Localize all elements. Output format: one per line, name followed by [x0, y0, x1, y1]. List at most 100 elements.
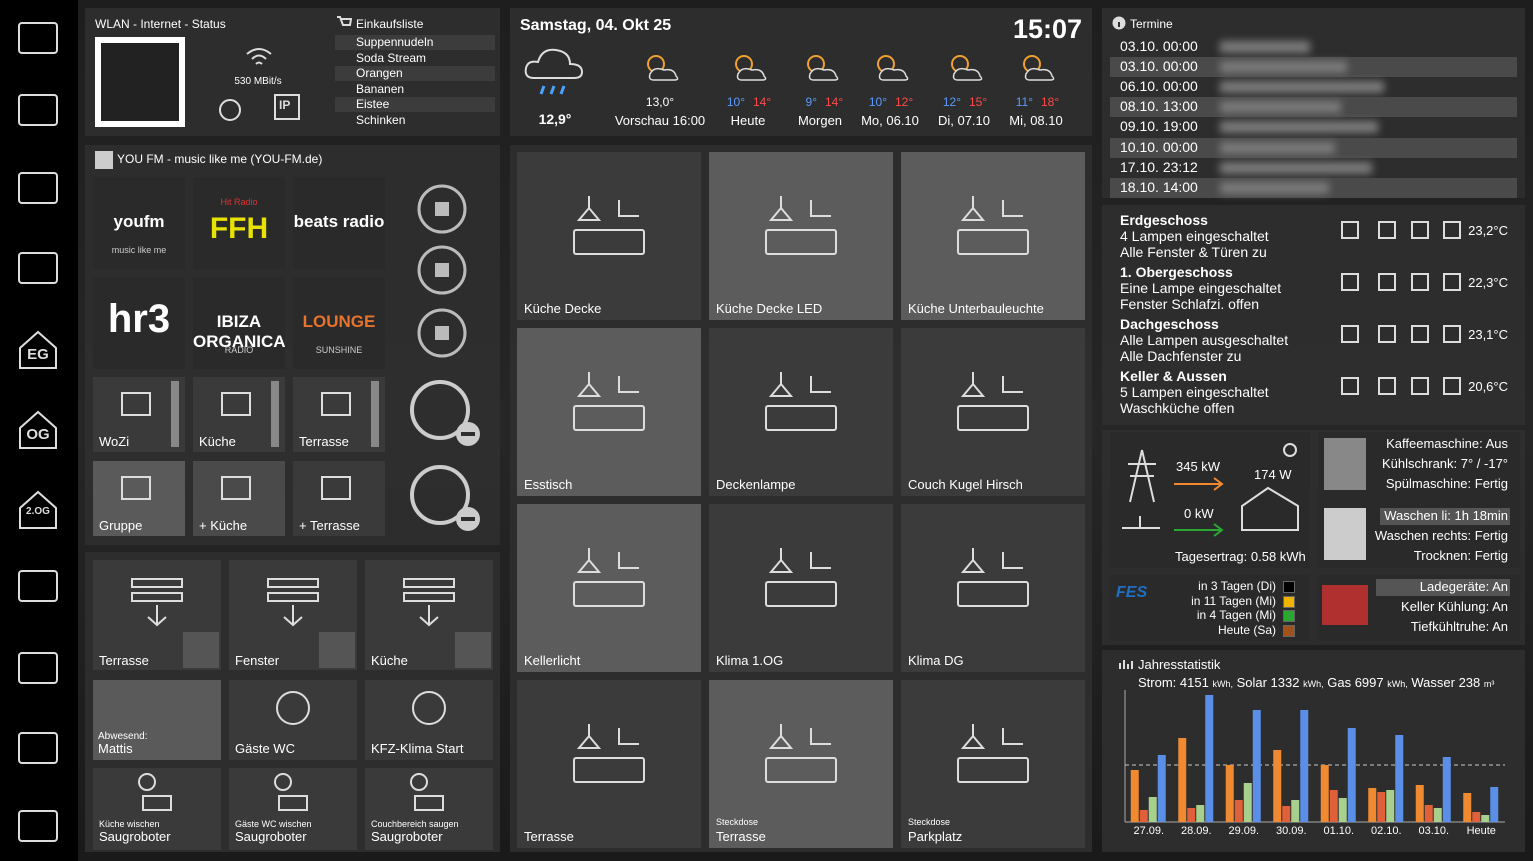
station-tile[interactable] [193, 277, 285, 369]
station-tile[interactable] [293, 177, 385, 269]
tile-label: Gäste WC [235, 741, 295, 756]
light-tile[interactable] [709, 680, 893, 848]
floor-link: 2.OG [26, 506, 50, 517]
temp-low: 9° [805, 95, 817, 109]
floor-icon [19, 330, 57, 369]
chart-panel [1102, 650, 1525, 852]
forecast-day: Mi, 08.10 [1009, 113, 1063, 128]
charger-status: Ladegeräte: An [1419, 579, 1508, 594]
list-stripe [335, 66, 495, 82]
waste-date: in 3 Tagen (Di) [1198, 579, 1276, 593]
coffee-image [1324, 438, 1366, 490]
light-tile[interactable] [901, 680, 1085, 848]
tile-icon [573, 724, 645, 783]
charger-status: Keller Kühlung: An [1401, 599, 1508, 614]
floor-status: Waschküche offen [1120, 400, 1235, 416]
status-icon [1341, 221, 1359, 239]
station-tile[interactable] [93, 277, 185, 369]
light-tile[interactable] [517, 680, 701, 848]
chart-icon [1119, 660, 1133, 669]
weather-icon [877, 55, 909, 81]
floor-status: Alle Fenster & Türen zu [1120, 244, 1267, 260]
calendar-date: 03.10. 00:00 [1120, 58, 1198, 75]
bar [1368, 788, 1377, 822]
tile-icon [765, 724, 837, 783]
date: Samstag, 04. Okt 25 [520, 17, 672, 34]
clock: 15:07 [1012, 14, 1082, 44]
bin-color [1283, 595, 1295, 608]
bar [1130, 770, 1139, 822]
station-tile[interactable] [293, 277, 385, 369]
presence-tile[interactable] [93, 680, 221, 760]
bar [1395, 735, 1404, 822]
waste-date: Heute (Sa) [1217, 622, 1276, 637]
light-tile[interactable] [517, 504, 701, 672]
tile-label: KFZ-Klima Start [371, 741, 464, 756]
player-button [417, 308, 467, 358]
calendar-date: 03.10. 00:00 [1120, 38, 1198, 54]
wifi-speed: 530 MBit/s [234, 76, 282, 87]
weather-icon [735, 55, 767, 81]
bar [1243, 783, 1252, 822]
tile-label: Terrasse [99, 653, 149, 668]
light-tile[interactable] [901, 504, 1085, 672]
station-sub: SUNSHINE [315, 345, 363, 355]
tile-sub: Steckdose [716, 817, 759, 827]
light-tile[interactable] [901, 328, 1085, 496]
bar [1157, 755, 1166, 822]
light-tile[interactable] [709, 328, 893, 496]
bar [1320, 765, 1329, 822]
tile-label: Saugroboter [99, 829, 171, 844]
panel-title: YOU FM - music like me (YOU-FM.de) [117, 152, 323, 166]
station-tile[interactable] [93, 177, 185, 269]
ip-icon [274, 94, 300, 120]
weather-icon [1023, 55, 1055, 81]
tile-label: Saugroboter [235, 829, 307, 844]
tile-icon [957, 196, 1029, 255]
calendar-date: 10.10. 00:00 [1120, 138, 1198, 155]
weather-panel [510, 8, 1092, 136]
light-tile[interactable] [709, 504, 893, 672]
tile-label: Saugroboter [371, 829, 443, 844]
x-tick-label: Heute [1467, 825, 1496, 837]
wifi-icon [246, 48, 272, 65]
floor-status: 5 Lampen eingeschaltet [1120, 384, 1269, 400]
light-tile[interactable] [709, 152, 893, 320]
summary-text: Strom: 4151 [1138, 675, 1209, 690]
bar [1178, 738, 1187, 822]
button-tile[interactable] [365, 680, 493, 760]
light-tile[interactable] [901, 152, 1085, 320]
forecast-day: Morgen [797, 113, 843, 128]
shutter-mini [183, 632, 219, 668]
status-icon [1341, 377, 1359, 395]
light-tile[interactable] [517, 328, 701, 496]
calendar-date: 08.10. 13:00 [1120, 98, 1198, 115]
status-icon [1411, 221, 1429, 239]
status-icon [1341, 325, 1359, 343]
blurred-text [1220, 101, 1341, 114]
floor-temp: 22,3°C [1468, 275, 1508, 290]
station-name: hr3 [107, 297, 171, 341]
light-tile[interactable] [517, 152, 701, 320]
station-tile[interactable] [193, 177, 285, 269]
temp-high: 14° [753, 95, 772, 109]
bar [1490, 787, 1499, 822]
forecast-day: Di, 07.10 [937, 113, 991, 128]
nav-icon [18, 22, 58, 54]
tile-icon [410, 773, 444, 811]
volume-slider [371, 381, 379, 447]
button-tile[interactable] [229, 680, 357, 760]
shutter-icon [131, 578, 183, 627]
floor-name: Dachgeschoss [1120, 316, 1219, 332]
summary-text: Gas 6997 [1327, 675, 1384, 690]
floor-name: 1. Obergeschoss [1120, 264, 1233, 280]
music-icon [95, 151, 113, 169]
status-icon [1443, 325, 1461, 343]
ip-label: IP [279, 98, 291, 112]
status-icon [1378, 325, 1396, 343]
tile-label: Fenster [235, 653, 280, 668]
room-label: Gruppe [99, 518, 143, 533]
temp-high: 14° [825, 95, 844, 109]
tile-sub: Couchbereich saugen [371, 819, 459, 829]
preview-label: Vorschau 16:00 [614, 113, 706, 128]
